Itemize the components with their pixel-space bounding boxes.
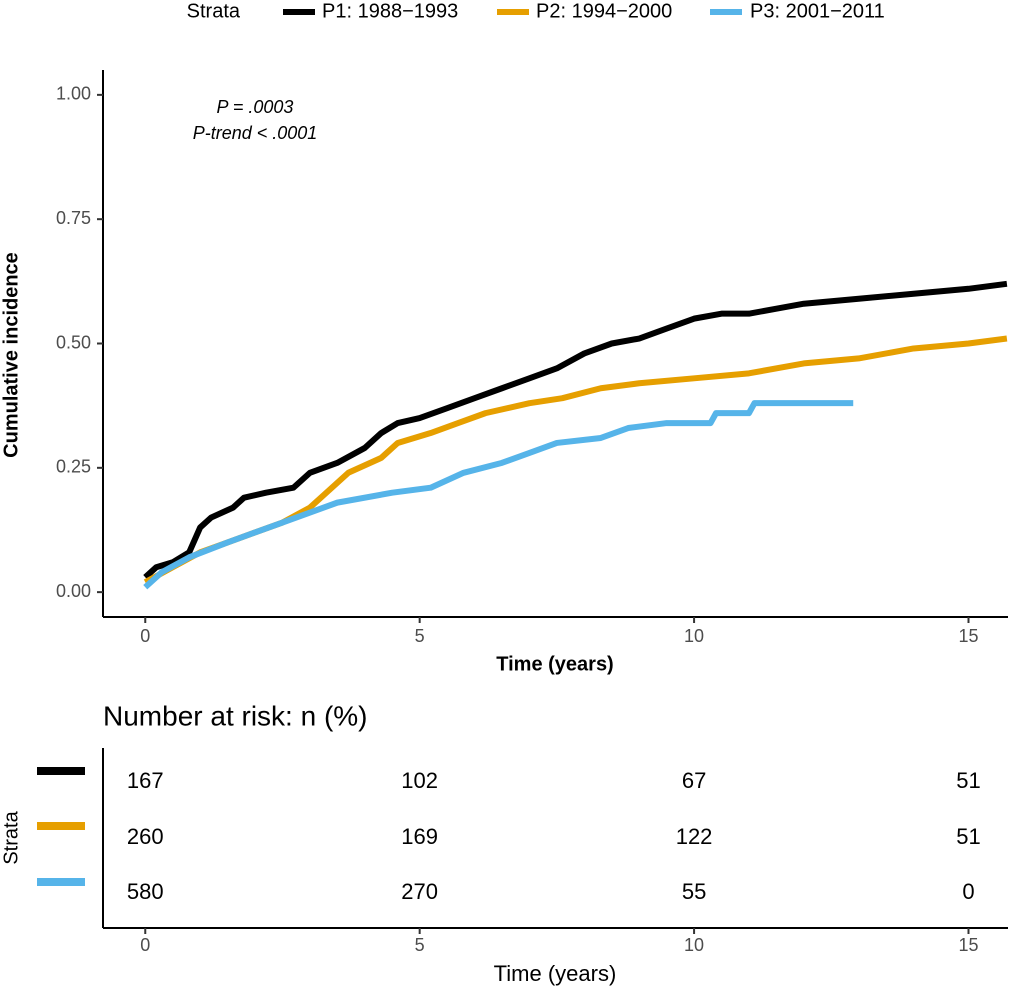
series-line xyxy=(143,335,1008,585)
table-y-label: Strata xyxy=(0,810,22,864)
y-tick-label: 0.00 xyxy=(56,581,91,601)
table-x-tick-label: 15 xyxy=(958,935,978,955)
annotation: P-trend < .0001 xyxy=(193,123,318,143)
y-axis-label: Cumulative incidence xyxy=(0,252,22,458)
x-tick-label: 5 xyxy=(415,626,425,646)
risk-count: 55 xyxy=(682,879,706,904)
y-tick-label: 0.75 xyxy=(56,208,91,228)
x-tick-label: 15 xyxy=(958,626,978,646)
table-x-tick-label: 10 xyxy=(684,935,704,955)
table-x-tick-label: 5 xyxy=(415,935,425,955)
table-x-label: Time (years) xyxy=(494,961,617,986)
legend-label: P2: 1994−2000 xyxy=(536,0,672,22)
risk-table-title: Number at risk: n (%) xyxy=(103,700,368,731)
risk-count: 580 xyxy=(127,879,164,904)
risk-count: 260 xyxy=(127,824,164,849)
x-tick-label: 10 xyxy=(684,626,704,646)
legend-title: Strata xyxy=(187,0,241,22)
legend-label: P3: 2001−2011 xyxy=(750,0,885,22)
y-tick-label: 0.50 xyxy=(56,332,91,352)
x-tick-label: 0 xyxy=(140,626,150,646)
risk-count: 169 xyxy=(401,824,438,849)
x-axis-label: Time (years) xyxy=(496,653,613,675)
risk-count: 0 xyxy=(962,879,974,904)
series-line xyxy=(143,280,1008,580)
y-tick-label: 1.00 xyxy=(56,84,91,104)
risk-count: 122 xyxy=(676,824,713,849)
risk-count: 51 xyxy=(956,824,980,849)
risk-count: 102 xyxy=(401,768,438,793)
annotation: P = .0003 xyxy=(217,97,294,117)
series-line xyxy=(143,400,854,590)
legend-label: P1: 1988−1993 xyxy=(322,0,458,22)
y-tick-label: 0.25 xyxy=(56,457,91,477)
table-x-tick-label: 0 xyxy=(140,935,150,955)
risk-count: 270 xyxy=(401,879,438,904)
risk-count: 167 xyxy=(127,768,164,793)
risk-count: 67 xyxy=(682,768,706,793)
risk-count: 51 xyxy=(956,768,980,793)
